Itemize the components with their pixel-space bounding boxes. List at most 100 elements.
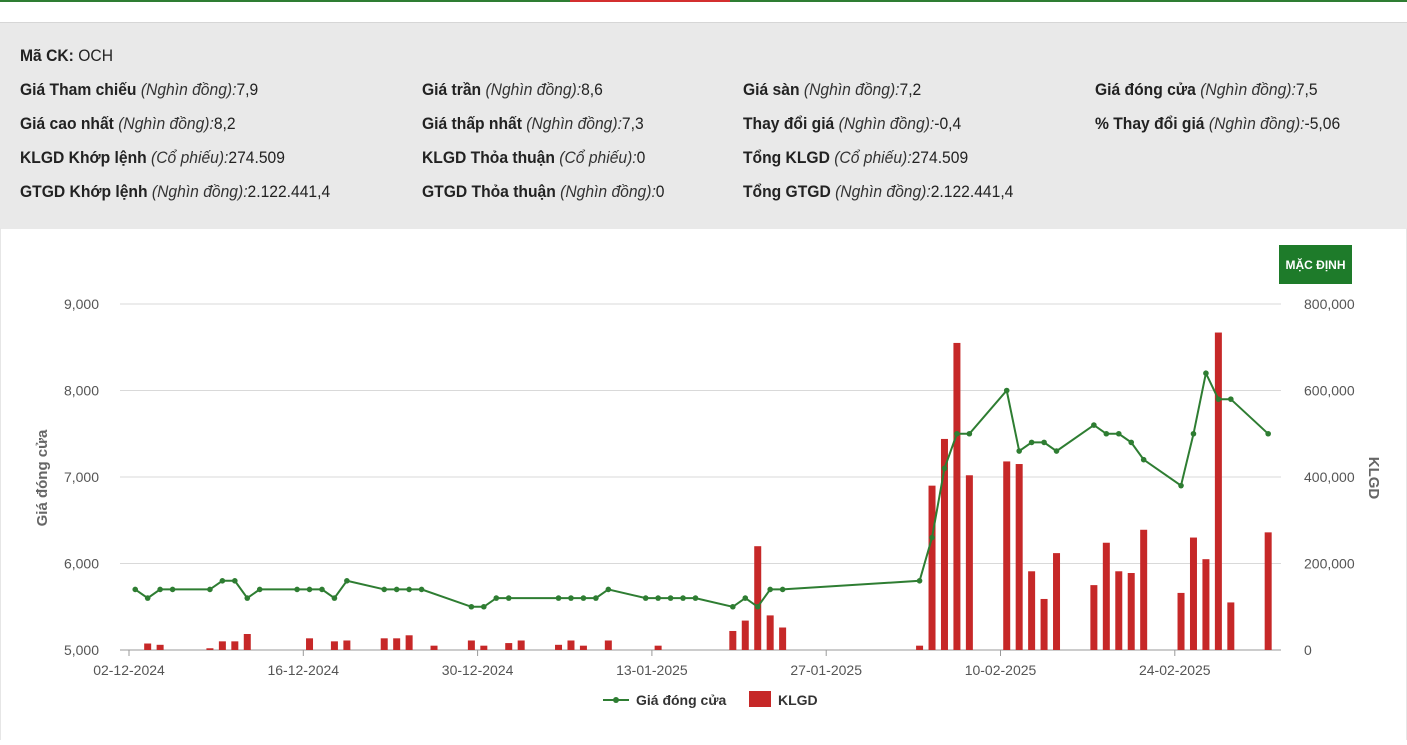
price-point xyxy=(306,586,313,593)
price-point xyxy=(1028,439,1035,446)
info-label: Giá Tham chiếu xyxy=(20,80,137,99)
price-point xyxy=(1190,430,1197,437)
info-label: Giá trần xyxy=(422,80,482,99)
price-point xyxy=(1228,396,1234,402)
info-unit: (Nghìn đồng): xyxy=(118,114,214,133)
legend: Giá đóng cửa KLGD xyxy=(603,691,818,708)
price-point xyxy=(767,586,773,593)
volume-bar xyxy=(1028,571,1036,650)
price-point xyxy=(1265,430,1271,437)
info-cell: Giá thấp nhất (Nghìn đồng):7,3 xyxy=(422,114,644,134)
legend-item-volume[interactable]: KLGD xyxy=(749,691,818,708)
right-tick-label: 400,000 xyxy=(1304,469,1355,485)
x-tick-label: 10-02-2025 xyxy=(965,662,1037,678)
gridlines xyxy=(120,303,1281,651)
stock-info-panel: Mã CK: OCH Giá Tham chiếu (Nghìn đồng):7… xyxy=(0,22,1407,229)
price-line xyxy=(132,370,1271,610)
price-point xyxy=(331,595,338,601)
price-point xyxy=(730,603,736,610)
info-value: 0 xyxy=(655,182,665,201)
volume-bar xyxy=(766,615,774,650)
price-point xyxy=(418,586,425,593)
volume-bar xyxy=(1214,332,1222,650)
price-point xyxy=(1091,422,1097,428)
info-value: 274.509 xyxy=(228,148,285,167)
price-point xyxy=(1128,439,1135,446)
info-unit: (Nghìn đồng): xyxy=(835,182,931,201)
volume-bar xyxy=(380,638,388,650)
left-tick-label: 5,000 xyxy=(64,642,99,658)
volume-bar xyxy=(579,645,587,650)
info-label: Tổng GTGD xyxy=(743,182,831,201)
volume-bar xyxy=(1140,529,1148,650)
info-label: KLGD Khớp lệnh xyxy=(20,148,147,167)
info-label: Giá cao nhất xyxy=(20,114,114,133)
info-value: 7,9 xyxy=(236,80,259,99)
volume-bar xyxy=(1264,532,1272,650)
price-point xyxy=(555,595,562,601)
price-point xyxy=(232,578,238,584)
left-axis: 5,000 6,000 7,000 8,000 9,000 xyxy=(64,296,99,658)
info-label: Giá thấp nhất xyxy=(422,114,522,133)
price-point xyxy=(605,586,612,593)
right-tick-label: 0 xyxy=(1304,642,1312,658)
info-unit: (Nghìn đồng): xyxy=(151,182,248,201)
info-unit: (Cổ phiếu): xyxy=(151,148,229,167)
price-point xyxy=(207,586,213,593)
x-tick-label: 16-12-2024 xyxy=(267,662,339,678)
volume-bar xyxy=(1202,559,1210,650)
price-point xyxy=(256,586,263,593)
price-point xyxy=(505,595,512,601)
info-value: 8,6 xyxy=(581,80,603,99)
info-label: Thay đổi giá xyxy=(743,114,835,133)
volume-bar xyxy=(729,630,737,650)
volume-bar xyxy=(218,641,226,650)
price-point xyxy=(667,595,674,601)
volume-bar xyxy=(430,645,438,650)
legend-volume-label: KLGD xyxy=(778,692,818,708)
price-point xyxy=(568,595,574,601)
volume-bar xyxy=(393,638,401,650)
legend-price-label: Giá đóng cửa xyxy=(636,692,726,708)
volume-bar xyxy=(965,475,973,650)
price-point xyxy=(481,603,487,610)
right-axis: 0 200,000 400,000 600,000 800,000 xyxy=(1304,296,1355,658)
volume-bar xyxy=(604,640,612,650)
default-view-button[interactable]: MẶC ĐỊNH xyxy=(1279,245,1352,284)
volume-bar xyxy=(916,645,924,650)
right-tick-label: 600,000 xyxy=(1304,383,1355,399)
info-label: % Thay đổi giá xyxy=(1095,114,1205,133)
price-point xyxy=(319,586,325,593)
volume-bar xyxy=(1127,573,1135,650)
price-point xyxy=(916,578,923,584)
price-point xyxy=(642,595,649,601)
info-value: 7,3 xyxy=(621,114,644,133)
volume-bar xyxy=(467,640,475,650)
volume-bar xyxy=(156,644,164,650)
volume-bar xyxy=(779,627,787,650)
info-value: 274.509 xyxy=(911,148,969,167)
price-point xyxy=(1041,439,1047,446)
volume-bar xyxy=(405,635,413,650)
chart-area: 5,000 6,000 7,000 8,000 9,000 0 200,000 400,00… xyxy=(0,228,1407,740)
top-accent-line xyxy=(0,0,1407,2)
legend-item-price[interactable]: Giá đóng cửa xyxy=(603,692,726,708)
info-label: GTGD Thỏa thuận xyxy=(422,182,556,201)
symbol-label: Mã CK: xyxy=(20,46,74,65)
volume-bar xyxy=(654,645,662,650)
volume-bar xyxy=(1040,598,1048,650)
price-point xyxy=(742,595,749,601)
left-tick-label: 9,000 xyxy=(64,296,99,312)
x-tick-label: 24-02-2025 xyxy=(1139,662,1211,678)
info-cell: Giá cao nhất (Nghìn đồng):8,2 xyxy=(20,114,236,134)
left-axis-title: Giá đóng cửa xyxy=(34,429,51,526)
right-tick-label: 200,000 xyxy=(1304,556,1355,572)
volume-bar xyxy=(517,640,525,650)
info-value: -5,06 xyxy=(1304,114,1341,133)
volume-bar xyxy=(1102,542,1110,650)
info-cell: Tổng GTGD (Nghìn đồng):2.122.441,4 xyxy=(743,182,1013,202)
price-point xyxy=(954,430,960,437)
price-point xyxy=(244,595,251,601)
price-point xyxy=(157,586,163,593)
volume-bar xyxy=(505,643,513,650)
